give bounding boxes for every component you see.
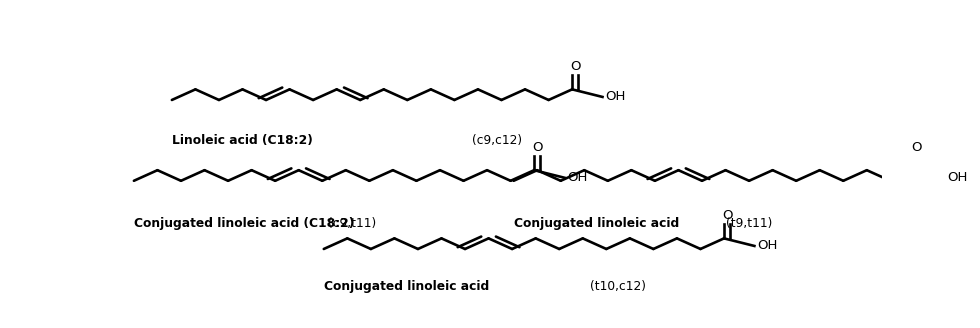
- Text: OH: OH: [606, 90, 626, 103]
- Text: O: O: [911, 140, 922, 154]
- Text: (c9,c12): (c9,c12): [472, 134, 522, 147]
- Text: OH: OH: [758, 239, 778, 252]
- Text: Linoleic acid (C18:2): Linoleic acid (C18:2): [172, 134, 313, 147]
- Text: (c9,t11): (c9,t11): [327, 217, 375, 230]
- Text: (t9,t11): (t9,t11): [726, 217, 772, 230]
- Text: OH: OH: [567, 171, 588, 184]
- Text: Conjugated linoleic acid: Conjugated linoleic acid: [514, 217, 679, 230]
- Text: Conjugated linoleic acid: Conjugated linoleic acid: [323, 280, 489, 293]
- Text: O: O: [570, 60, 580, 73]
- Text: (t10,c12): (t10,c12): [590, 280, 646, 293]
- Text: O: O: [722, 209, 732, 222]
- Text: O: O: [532, 140, 543, 154]
- Text: Conjugated linoleic acid (C18:2): Conjugated linoleic acid (C18:2): [134, 217, 354, 230]
- Text: OH: OH: [948, 171, 967, 184]
